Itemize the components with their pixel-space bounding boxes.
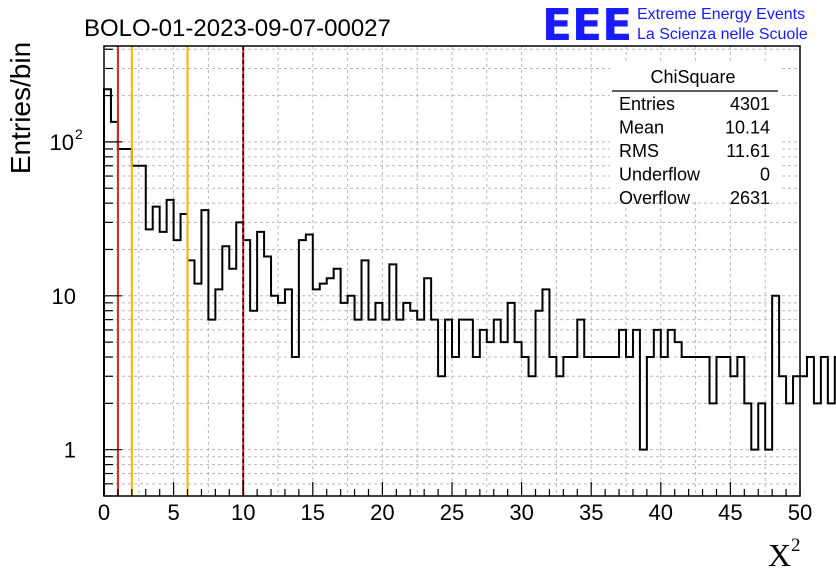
axis-ticks — [103, 48, 801, 497]
x-tick-label: 10 — [231, 500, 255, 525]
x-axis-label-base: X — [768, 537, 791, 572]
histogram-bins — [103, 88, 836, 496]
logo-line-2: La Scienza nelle Scuole — [637, 26, 808, 43]
x-tick-label: 40 — [649, 500, 673, 525]
y-tick-label: 10 — [52, 284, 76, 309]
histogram-line — [103, 88, 836, 496]
eee-logo: EEE Extreme Energy Events La Scienza nel… — [542, 0, 808, 51]
x-tick-label: 50 — [788, 500, 812, 525]
x-axis-label-superscript: 2 — [791, 535, 801, 556]
stats-row-label: Underflow — [619, 165, 701, 185]
stats-row-value: 0 — [760, 165, 770, 185]
stats-row-label: RMS — [619, 141, 659, 161]
stats-row-value: 4301 — [730, 94, 770, 114]
x-tick-labels: 0 5 10 15 20 25 30 35 40 45 50 — [98, 500, 812, 525]
stats-box-background — [610, 61, 780, 199]
logo-line-1: Extreme Energy Events — [637, 6, 805, 23]
stats-row-value: 10.14 — [725, 118, 770, 138]
threshold-lines — [116, 46, 245, 496]
x-tick-label: 25 — [440, 500, 464, 525]
logo-mark: EEE — [542, 0, 632, 51]
y-tick-label: 10 — [50, 130, 74, 155]
stats-row-label: Mean — [619, 118, 664, 138]
stats-title: ChiSquare — [650, 67, 735, 87]
x-tick-label: 0 — [98, 500, 110, 525]
x-tick-label: 5 — [167, 500, 179, 525]
stats-row-value: 2631 — [730, 188, 770, 208]
x-tick-label: 20 — [370, 500, 394, 525]
y-tick-label: 1 — [64, 438, 76, 463]
x-tick-label: 30 — [509, 500, 533, 525]
chart-title: BOLO-01-2023-09-07-00027 — [84, 15, 391, 42]
x-axis-label: X 2 — [768, 535, 801, 572]
y-axis-label: Entries/bin — [5, 42, 36, 174]
x-tick-label: 15 — [301, 500, 325, 525]
x-tick-label: 45 — [718, 500, 742, 525]
stats-box: ChiSquare Entries 4301 Mean 10.14 RMS 11.61 Un… — [610, 61, 780, 208]
stats-row-label: Entries — [619, 94, 675, 114]
stats-row-label: Overflow — [619, 188, 691, 208]
stats-row-value: 11.61 — [726, 141, 770, 161]
y-tick-label-exponent: 2 — [75, 126, 83, 142]
x-tick-label: 35 — [579, 500, 603, 525]
